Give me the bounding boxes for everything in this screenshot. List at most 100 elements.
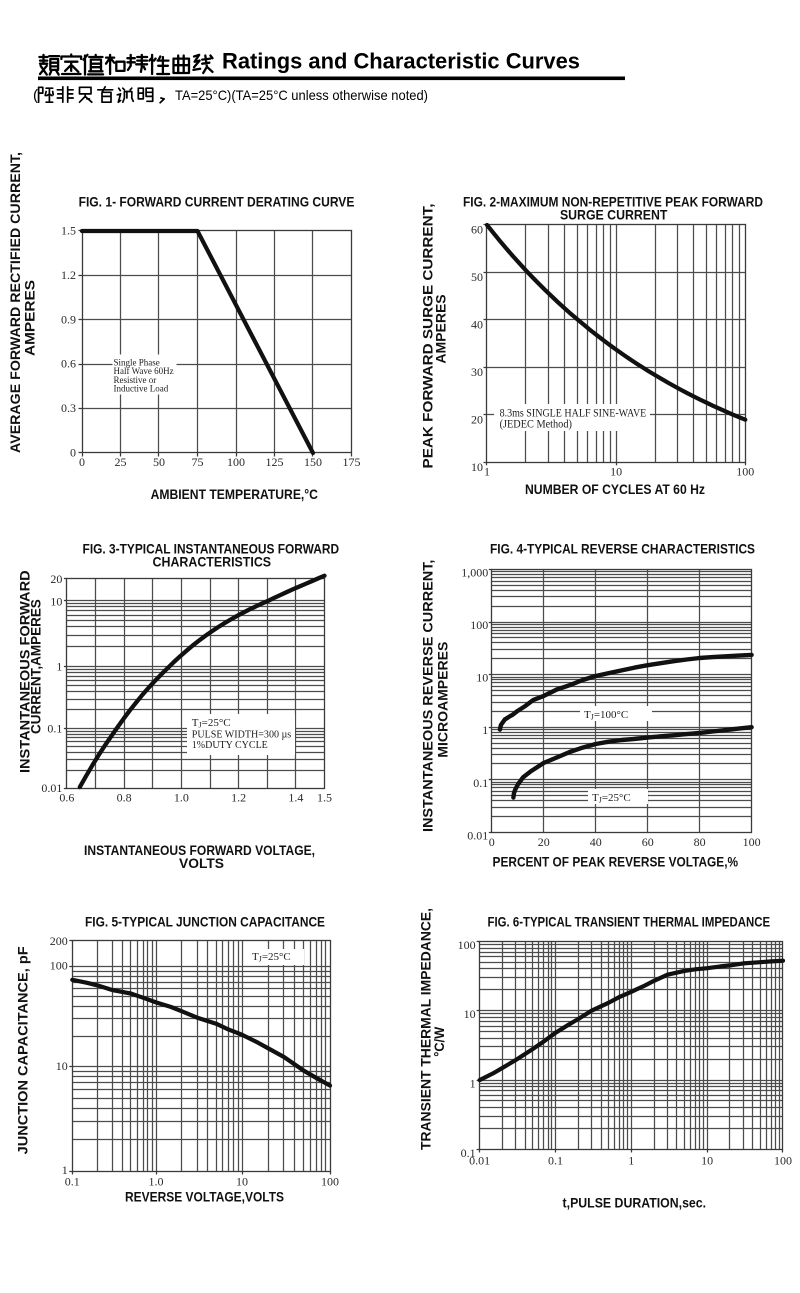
svg-text:125: 125 <box>266 455 284 469</box>
svg-text:1.0: 1.0 <box>174 791 189 805</box>
svg-text:1.5: 1.5 <box>317 791 332 805</box>
svg-text:200: 200 <box>50 934 68 948</box>
svg-text:TJ=25°C: TJ=25°C <box>592 792 631 805</box>
svg-text:20: 20 <box>471 412 483 426</box>
svg-text:10: 10 <box>50 595 62 609</box>
svg-text:50: 50 <box>471 270 483 284</box>
svg-text:0.8: 0.8 <box>117 791 132 805</box>
svg-text:°C/W: °C/W <box>431 1026 447 1057</box>
svg-text:0.6: 0.6 <box>61 357 76 371</box>
svg-text:NUMBER OF CYCLES AT 60 Hz: NUMBER OF CYCLES AT 60 Hz <box>525 481 705 497</box>
svg-text:0: 0 <box>489 835 495 849</box>
svg-text:TRANSIENT THERMAL IMPEDANCE,: TRANSIENT THERMAL IMPEDANCE, <box>418 908 434 1150</box>
svg-text:AVERAGE FORWARD RECTIFIED CURR: AVERAGE FORWARD RECTIFIED CURRENT, <box>7 152 23 453</box>
svg-text:Single Phase: Single Phase <box>114 358 160 368</box>
svg-text:10: 10 <box>701 1154 713 1168</box>
svg-text:100: 100 <box>321 1175 339 1189</box>
svg-text:Inductive Load: Inductive Load <box>114 384 169 394</box>
svg-text:1.4: 1.4 <box>288 791 303 805</box>
svg-text:10: 10 <box>610 464 622 478</box>
svg-text:t,PULSE DURATION,sec.: t,PULSE DURATION,sec. <box>563 1195 707 1211</box>
svg-text:FIG. 6-TYPICAL TRANSIENT THERM: FIG. 6-TYPICAL TRANSIENT THERMAL IMPEDAN… <box>488 914 771 930</box>
svg-text:1.2: 1.2 <box>61 268 76 282</box>
svg-text:0.1: 0.1 <box>47 722 62 736</box>
svg-text:VOLTS: VOLTS <box>179 855 224 871</box>
svg-text:100: 100 <box>736 464 754 478</box>
svg-text:Resistive or: Resistive or <box>114 375 157 385</box>
svg-text:1.5: 1.5 <box>61 224 76 238</box>
svg-text:1: 1 <box>628 1154 634 1168</box>
svg-text:0.6: 0.6 <box>59 791 74 805</box>
svg-text:0.9: 0.9 <box>61 312 76 326</box>
svg-text:PULSE WIDTH=300 µs: PULSE WIDTH=300 µs <box>192 729 291 741</box>
svg-text:1: 1 <box>484 464 490 478</box>
svg-text:1,000: 1,000 <box>461 565 488 579</box>
svg-text:TA=25°C)(TA=25°C unless othe: TA=25°C)(TA=25°C unless otherwise noted) <box>175 87 428 103</box>
svg-text:FIG. 2-MAXIMUM NON-REPETITIVE: FIG. 2-MAXIMUM NON-REPETITIVE PEAK FORWA… <box>463 194 763 210</box>
svg-text:0.01: 0.01 <box>41 781 62 795</box>
svg-text:TJ=100°C: TJ=100°C <box>584 709 628 722</box>
svg-text:75: 75 <box>192 455 204 469</box>
svg-text:CHARACTERISTICS: CHARACTERISTICS <box>153 554 272 570</box>
svg-text:60: 60 <box>471 223 483 237</box>
svg-text:1: 1 <box>482 723 488 737</box>
svg-text:30: 30 <box>471 365 483 379</box>
svg-text:AMBIENT TEMPERATURE,°C: AMBIENT TEMPERATURE,°C <box>151 486 318 502</box>
svg-text:150: 150 <box>304 455 322 469</box>
svg-text:FIG. 5-TYPICAL JUNCTION CAPACI: FIG. 5-TYPICAL JUNCTION CAPACITANCE <box>85 914 325 930</box>
svg-text:100: 100 <box>50 959 68 973</box>
svg-text:10: 10 <box>471 460 483 474</box>
svg-text:FIG. 3-TYPICAL INSTANTANEOUS F: FIG. 3-TYPICAL INSTANTANEOUS FORWARD <box>83 541 340 557</box>
svg-text:0.1: 0.1 <box>461 1146 476 1160</box>
svg-text:20: 20 <box>538 835 550 849</box>
svg-text:(: ( <box>33 87 38 104</box>
svg-text:175: 175 <box>343 455 361 469</box>
svg-text:0.01: 0.01 <box>469 1154 490 1168</box>
svg-text:FIG. 4-TYPICAL REVERSE CHARACT: FIG. 4-TYPICAL REVERSE CHARACTERISTICS <box>490 541 755 557</box>
svg-text:1.0: 1.0 <box>149 1175 164 1189</box>
svg-text:100: 100 <box>458 938 476 952</box>
svg-text:8.3ms SINGLE HALF SINE-WAVE: 8.3ms SINGLE HALF SINE-WAVE <box>500 408 647 420</box>
svg-text:100: 100 <box>774 1154 792 1168</box>
svg-text:1: 1 <box>56 660 62 674</box>
svg-text:25: 25 <box>115 455 127 469</box>
svg-text:Half Wave 60Hz: Half Wave 60Hz <box>114 366 174 376</box>
svg-text:1: 1 <box>470 1077 476 1091</box>
svg-text:AMPERES: AMPERES <box>21 280 37 356</box>
svg-text:AMPERES: AMPERES <box>433 294 449 363</box>
svg-text:0: 0 <box>79 455 85 469</box>
svg-text:INSTANTANEOUS FORWARD: INSTANTANEOUS FORWARD <box>17 570 33 773</box>
svg-text:INSTANTANEOUS FORWARD VOLTAGE,: INSTANTANEOUS FORWARD VOLTAGE, <box>84 842 315 858</box>
svg-text:100: 100 <box>227 455 245 469</box>
svg-text:TJ=25°C: TJ=25°C <box>192 717 231 730</box>
svg-text:0.01: 0.01 <box>467 828 488 842</box>
svg-text:60: 60 <box>642 835 654 849</box>
svg-text:SURGE CURRENT: SURGE CURRENT <box>560 207 668 223</box>
svg-text:50: 50 <box>153 455 165 469</box>
svg-text:0.1: 0.1 <box>548 1154 563 1168</box>
svg-text:MICROAMPERES: MICROAMPERES <box>435 642 451 758</box>
svg-text:0.1: 0.1 <box>473 776 488 790</box>
svg-text:40: 40 <box>471 317 483 331</box>
svg-text:40: 40 <box>590 835 602 849</box>
svg-text:80: 80 <box>694 835 706 849</box>
svg-text:10: 10 <box>236 1175 248 1189</box>
svg-text:REVERSE VOLTAGE,VOLTS: REVERSE VOLTAGE,VOLTS <box>125 1189 284 1205</box>
svg-text:1%DUTY CYCLE: 1%DUTY CYCLE <box>192 739 268 751</box>
svg-text:0.1: 0.1 <box>65 1175 80 1189</box>
svg-text:Ratings and Characteristic Cur: Ratings and Characteristic Curves <box>222 49 580 74</box>
svg-text:0.3: 0.3 <box>61 401 76 415</box>
svg-text:20: 20 <box>50 572 62 586</box>
svg-text:1: 1 <box>62 1163 68 1177</box>
svg-text:INSTANTANEOUS REVERSE CURRENT,: INSTANTANEOUS REVERSE CURRENT, <box>420 560 436 833</box>
svg-text:JUNCTION CAPACITANCE, pF: JUNCTION CAPACITANCE, pF <box>14 946 30 1154</box>
svg-text:10: 10 <box>464 1007 476 1021</box>
svg-text:TJ=25°C: TJ=25°C <box>252 951 291 964</box>
svg-text:10: 10 <box>476 671 488 685</box>
svg-text:CURRENT,AMPERES: CURRENT,AMPERES <box>27 599 43 734</box>
svg-text:1.2: 1.2 <box>231 791 246 805</box>
svg-text:100: 100 <box>470 618 488 632</box>
svg-text:10: 10 <box>56 1059 68 1073</box>
svg-text:PERCENT OF PEAK REVERSE VOLTAG: PERCENT OF PEAK REVERSE VOLTAGE,% <box>493 854 739 870</box>
svg-text:0: 0 <box>70 446 76 460</box>
